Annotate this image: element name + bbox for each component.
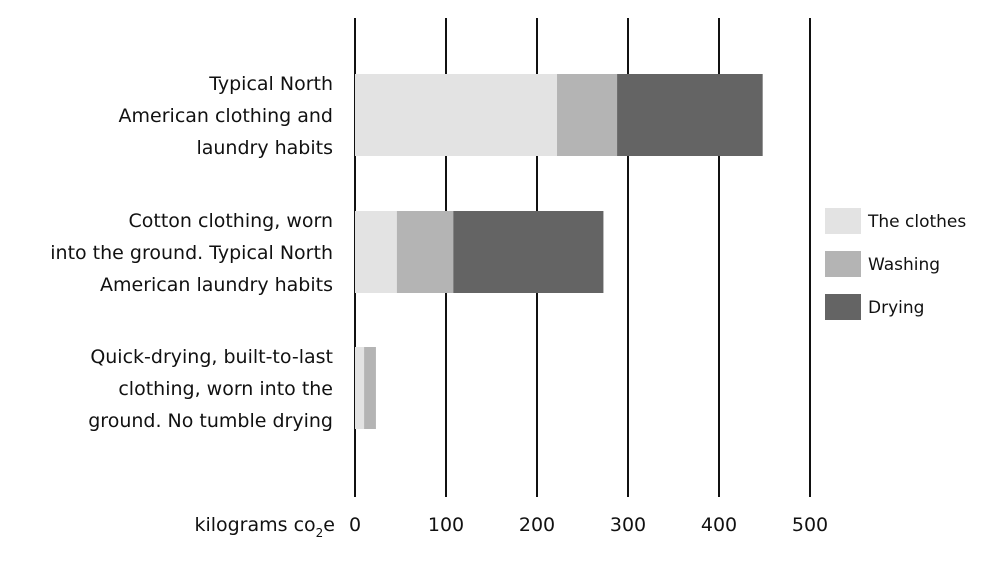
- x-tick-label-400: 400: [701, 514, 737, 536]
- x-tick-label-200: 200: [519, 514, 555, 536]
- bar-1-drying: [617, 74, 763, 156]
- x-tick-label-0: 0: [349, 514, 361, 536]
- legend-swatch-drying: [825, 294, 861, 320]
- bar-2-drying: [453, 211, 604, 293]
- legend-swatch-the-clothes: [825, 208, 861, 234]
- legend: The clothes Washing Drying: [825, 208, 966, 320]
- category-label-2: Cotton clothing, worn into the ground. Ty…: [50, 210, 333, 296]
- x-tick-label-100: 100: [428, 514, 464, 536]
- bar-1-washing: [557, 74, 618, 156]
- x-tick-label-500: 500: [792, 514, 828, 536]
- bar-1-the-clothes: [355, 74, 558, 156]
- x-tick-label-300: 300: [610, 514, 646, 536]
- x-axis-label: kilograms co2e: [194, 514, 335, 540]
- legend-label-the-clothes: The clothes: [867, 212, 966, 232]
- bar-3-washing: [364, 347, 376, 429]
- category-label-1: Typical North American clothing and laundr…: [119, 73, 333, 159]
- category-label-3: Quick-drying, built-to-last clothing, wor…: [88, 346, 333, 432]
- bars: [355, 74, 763, 429]
- legend-swatch-washing: [825, 251, 861, 277]
- legend-label-washing: Washing: [868, 255, 940, 275]
- bar-2-the-clothes: [355, 211, 397, 293]
- bar-3-the-clothes: [355, 347, 365, 429]
- legend-label-drying: Drying: [868, 298, 924, 318]
- category-labels: Typical North American clothing and laundr…: [50, 73, 333, 432]
- bar-2-washing: [396, 211, 454, 293]
- x-tick-labels: 0 100 200 300 400 500: [349, 514, 828, 536]
